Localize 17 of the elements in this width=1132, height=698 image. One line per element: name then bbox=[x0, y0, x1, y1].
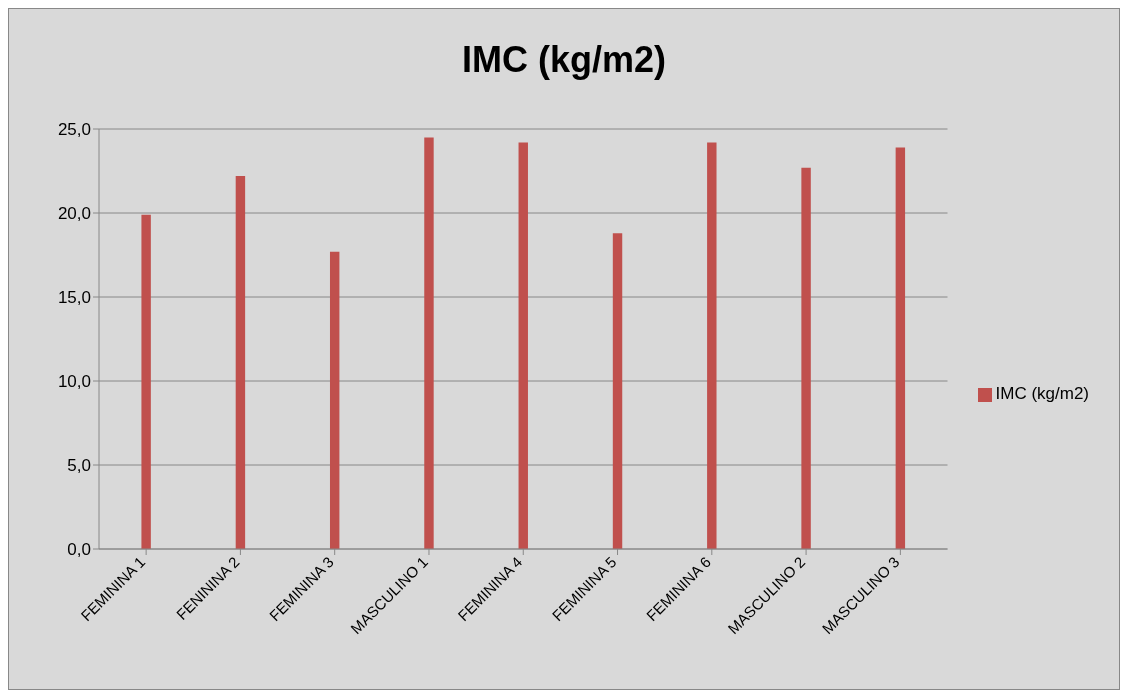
bar bbox=[141, 214, 151, 549]
bar bbox=[612, 233, 623, 549]
y-tick-label: 0,0 bbox=[67, 540, 91, 560]
y-tick-label: 15,0 bbox=[57, 288, 91, 308]
y-tick-label: 10,0 bbox=[57, 372, 91, 392]
bar bbox=[707, 142, 717, 549]
bar bbox=[424, 137, 434, 549]
bar bbox=[235, 176, 246, 549]
bar bbox=[895, 147, 906, 549]
y-tick-label: 5,0 bbox=[67, 456, 91, 476]
bar bbox=[329, 251, 340, 549]
y-tick-label: 25,0 bbox=[57, 120, 91, 140]
y-tick-label: 20,0 bbox=[57, 204, 91, 224]
legend-label: IMC (kg/m2) bbox=[995, 384, 1089, 403]
bar bbox=[801, 167, 811, 549]
chart-title: IMC (kg/m2) bbox=[461, 38, 667, 82]
bar bbox=[518, 142, 528, 549]
